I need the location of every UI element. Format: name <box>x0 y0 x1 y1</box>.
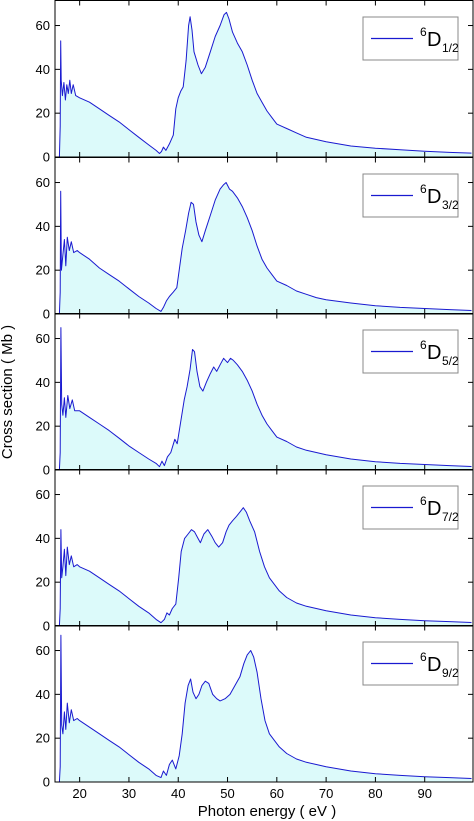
y-tick-label: 0 <box>43 775 50 790</box>
y-tick-label: 0 <box>43 150 50 165</box>
y-tick-label: 20 <box>36 575 50 590</box>
panel-5: 0 20 40 60 6 D 9/2 <box>36 625 474 790</box>
legend-superscript: 6 <box>420 650 427 664</box>
y-tick-label: 60 <box>36 331 50 346</box>
x-axis-title: Photon energy ( eV ) <box>198 803 336 820</box>
series-line-3 <box>58 327 472 471</box>
legend-subscript: 1/2 <box>442 41 459 55</box>
legend-5: 6 D 9/2 <box>362 641 459 686</box>
series-line-1 <box>58 11 472 158</box>
panel-frame-5 <box>54 625 474 783</box>
y-tick-label: 60 <box>36 643 50 658</box>
legend-letter: D <box>427 498 441 520</box>
panel-3: 0 20 40 60 6 D 5/2 <box>36 313 474 478</box>
legend-letter: D <box>427 654 441 676</box>
x-tick-label: 80 <box>368 786 382 801</box>
panel-2: 0 20 40 60 6 D 3/2 <box>36 157 474 322</box>
legend-superscript: 6 <box>420 494 427 508</box>
legend-1: 6 D 1/2 <box>362 16 459 61</box>
area-fill-3 <box>59 327 472 470</box>
y-tick-label: 20 <box>36 731 50 746</box>
y-tick-label: 20 <box>36 263 50 278</box>
legend-letter: D <box>427 29 441 51</box>
x-tick-label: 30 <box>122 786 136 801</box>
legend-subscript: 9/2 <box>442 666 459 680</box>
area-fill-2 <box>59 182 472 314</box>
legend-letter: D <box>427 342 441 364</box>
series-line-4 <box>58 507 472 627</box>
legend-subscript: 3/2 <box>442 198 459 212</box>
y-tick-label: 60 <box>36 487 50 502</box>
x-tick-labels: 20 30 40 50 60 70 80 90 <box>72 786 432 801</box>
legend-letter: D <box>427 186 441 208</box>
y-tick-label: 40 <box>36 531 50 546</box>
legend-superscript: 6 <box>420 338 427 352</box>
y-tick-label: 60 <box>36 18 50 33</box>
y-tick-label: 40 <box>36 219 50 234</box>
y-tick-label: 20 <box>36 419 50 434</box>
area-fill-4 <box>59 507 472 626</box>
y-tick-label: 40 <box>36 687 50 702</box>
legend-4: 6 D 7/2 <box>362 485 459 530</box>
x-tick-label: 90 <box>417 786 431 801</box>
area-fill-5 <box>59 635 472 782</box>
series-line-5 <box>58 634 472 783</box>
panel-1: 0 20 40 60 6 D 1/2 <box>36 0 474 165</box>
y-tick-label: 0 <box>43 463 50 478</box>
y-tick-label: 40 <box>36 375 50 390</box>
x-tick-label: 60 <box>270 786 284 801</box>
legend-superscript: 6 <box>420 25 427 39</box>
legend-subscript: 7/2 <box>442 510 459 524</box>
series-line-2 <box>58 182 472 315</box>
y-tick-label: 60 <box>36 175 50 190</box>
legend-subscript: 5/2 <box>442 354 459 368</box>
x-tick-label: 40 <box>171 786 185 801</box>
y-tick-label: 20 <box>36 106 50 121</box>
x-tick-label: 70 <box>319 786 333 801</box>
x-tick-label: 20 <box>72 786 86 801</box>
y-tick-label: 40 <box>36 62 50 77</box>
legend-superscript: 6 <box>420 182 427 196</box>
y-tick-label: 0 <box>43 307 50 322</box>
x-tick-label: 50 <box>220 786 234 801</box>
area-fill-1 <box>59 12 472 158</box>
panel-4: 0 20 40 60 6 D 7/2 <box>36 469 474 634</box>
legend-2: 6 D 3/2 <box>362 173 459 218</box>
legend-3: 6 D 5/2 <box>362 329 459 374</box>
y-tick-label: 0 <box>43 619 50 634</box>
y-axis-title: Cross section ( Mb ) <box>0 325 16 459</box>
